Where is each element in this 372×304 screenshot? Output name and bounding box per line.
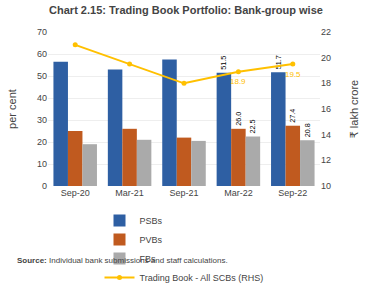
svg-text:22.5: 22.5 — [248, 119, 257, 133]
svg-text:22: 22 — [321, 27, 331, 37]
svg-text:19.5: 19.5 — [285, 70, 301, 79]
svg-text:70: 70 — [37, 27, 47, 37]
svg-text:Chart 2.15: Trading Book Portf: Chart 2.15: Trading Book Portfolio: Bank… — [49, 4, 323, 16]
svg-text:30: 30 — [37, 115, 47, 125]
svg-text:Sep-21: Sep-21 — [169, 188, 198, 198]
svg-text:FBs: FBs — [140, 254, 157, 264]
svg-text:16: 16 — [321, 104, 331, 114]
svg-text:26.0: 26.0 — [234, 112, 243, 126]
svg-text:20: 20 — [321, 53, 331, 63]
svg-text:0: 0 — [42, 181, 47, 191]
svg-text:51.5: 51.5 — [219, 56, 228, 70]
svg-text:Sep-20: Sep-20 — [61, 188, 90, 198]
svg-text:Source: Individual bank submis: Source: Individual bank submissions and … — [17, 256, 228, 265]
svg-text:50: 50 — [37, 71, 47, 81]
svg-text:PVBs: PVBs — [140, 235, 163, 245]
svg-text:12: 12 — [321, 155, 331, 165]
svg-text:60: 60 — [37, 49, 47, 59]
svg-text:Mar-21: Mar-21 — [115, 188, 144, 198]
svg-text:27.4: 27.4 — [288, 109, 297, 123]
svg-text:Sep-22: Sep-22 — [278, 188, 307, 198]
svg-text:Trading Book - All SCBs (RHS): Trading Book - All SCBs (RHS) — [140, 273, 264, 283]
svg-text:14: 14 — [321, 130, 331, 140]
svg-text:20: 20 — [37, 137, 47, 147]
svg-text:20.8: 20.8 — [303, 123, 312, 137]
svg-text:10: 10 — [321, 181, 331, 191]
svg-text:per cent: per cent — [6, 89, 18, 129]
svg-text:10: 10 — [37, 159, 47, 169]
svg-text:51.7: 51.7 — [274, 55, 283, 69]
svg-text:Mar-22: Mar-22 — [224, 188, 253, 198]
svg-text:18: 18 — [321, 78, 331, 88]
svg-text:₹ lakh crore: ₹ lakh crore — [348, 80, 360, 138]
svg-text:PSBs: PSBs — [140, 216, 163, 226]
svg-text:40: 40 — [37, 93, 47, 103]
svg-text:18.9: 18.9 — [230, 77, 246, 86]
